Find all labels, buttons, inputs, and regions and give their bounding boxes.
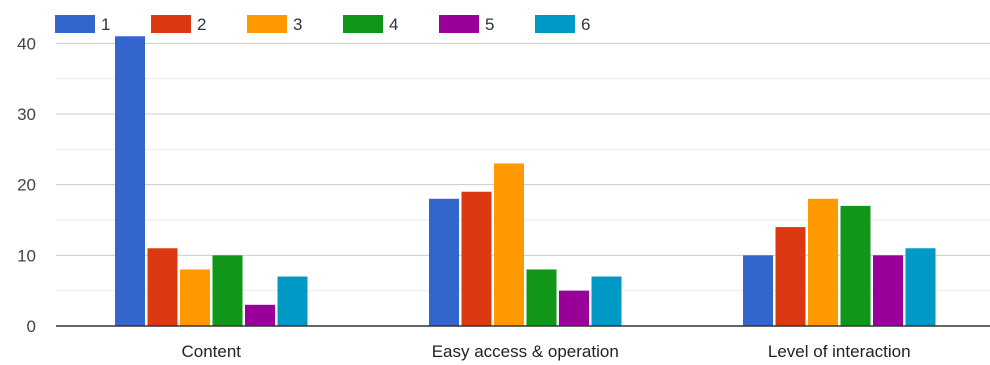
legend: 1 2 3 4 5 6 xyxy=(55,15,590,34)
category-label: Content xyxy=(181,342,241,361)
bar-5-0 xyxy=(245,304,275,326)
bar-4-2 xyxy=(840,205,871,326)
category-labels: Content Easy access & operation Level of i… xyxy=(181,342,910,361)
y-tick-label: 30 xyxy=(17,105,36,124)
y-tick-label: 10 xyxy=(17,246,36,265)
legend-label-3: 3 xyxy=(293,15,302,34)
bar-1-2 xyxy=(743,255,773,326)
bar-1-1 xyxy=(429,198,459,326)
bar-6-2 xyxy=(905,248,936,326)
bar-2-2 xyxy=(775,227,806,326)
y-tick-labels: 0 10 20 30 40 xyxy=(17,34,36,336)
legend-label-1: 1 xyxy=(101,15,110,34)
bar-4-0 xyxy=(212,255,243,326)
legend-label-6: 6 xyxy=(581,15,590,34)
legend-label-4: 4 xyxy=(389,15,398,34)
bar-3-2 xyxy=(808,198,838,326)
bar-5-1 xyxy=(559,290,589,326)
legend-label-5: 5 xyxy=(485,15,494,34)
category-label: Easy access & operation xyxy=(432,342,619,361)
y-tick-label: 0 xyxy=(27,317,36,336)
bar-6-0 xyxy=(277,276,308,326)
legend-swatch-6 xyxy=(535,15,575,33)
legend-swatch-1 xyxy=(55,15,95,33)
legend-swatch-4 xyxy=(343,15,383,33)
legend-swatch-2 xyxy=(151,15,191,33)
bar-3-1 xyxy=(494,163,524,326)
bar-3-0 xyxy=(180,269,210,326)
category-label: Level of interaction xyxy=(768,342,911,361)
bar-5-2 xyxy=(873,255,903,326)
bar-2-1 xyxy=(461,191,492,326)
bar-4-1 xyxy=(526,269,557,326)
legend-swatch-5 xyxy=(439,15,479,33)
y-tick-label: 20 xyxy=(17,176,36,195)
legend-label-2: 2 xyxy=(197,15,206,34)
bar-6-1 xyxy=(591,276,622,326)
y-tick-label: 40 xyxy=(17,34,36,53)
bar-2-0 xyxy=(147,248,178,326)
bars xyxy=(115,36,936,327)
legend-swatch-3 xyxy=(247,15,287,33)
bar-1-0 xyxy=(115,36,145,327)
